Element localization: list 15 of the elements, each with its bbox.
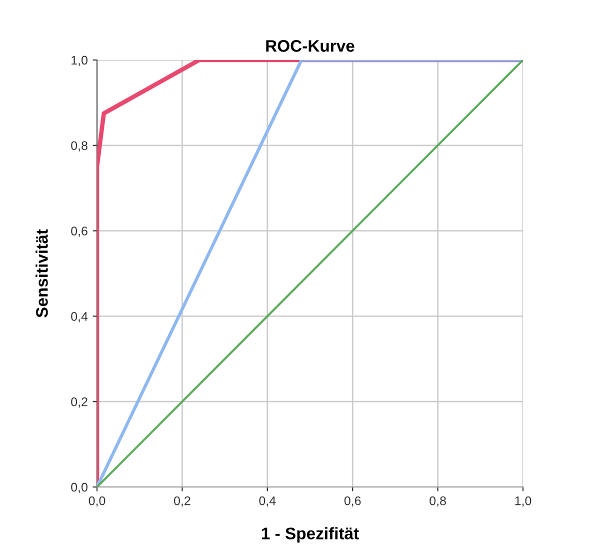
y-tick-label: 0,0 (71, 482, 88, 494)
chart-title: ROC-Kurve (266, 40, 354, 52)
x-axis-title: 1 - Spezifität (262, 527, 359, 543)
y-tick-label: 0,8 (71, 141, 88, 152)
y-axis-title: Sensitivität (36, 229, 48, 318)
x-tick-label: 0,2 (174, 496, 190, 507)
x-tick-label: 0,4 (259, 496, 276, 507)
x-tick-label: 0,8 (430, 496, 446, 507)
y-tick-label: 0,6 (71, 226, 88, 237)
x-tick-label: 0,6 (344, 496, 361, 507)
y-tick-label: 1,0 (72, 56, 88, 66)
y-tick-label: 0,4 (71, 312, 88, 322)
x-tick-label: 1,0 (515, 496, 532, 507)
x-tick-label: 0,0 (88, 496, 106, 507)
y-tick-label: 0,2 (71, 397, 88, 408)
